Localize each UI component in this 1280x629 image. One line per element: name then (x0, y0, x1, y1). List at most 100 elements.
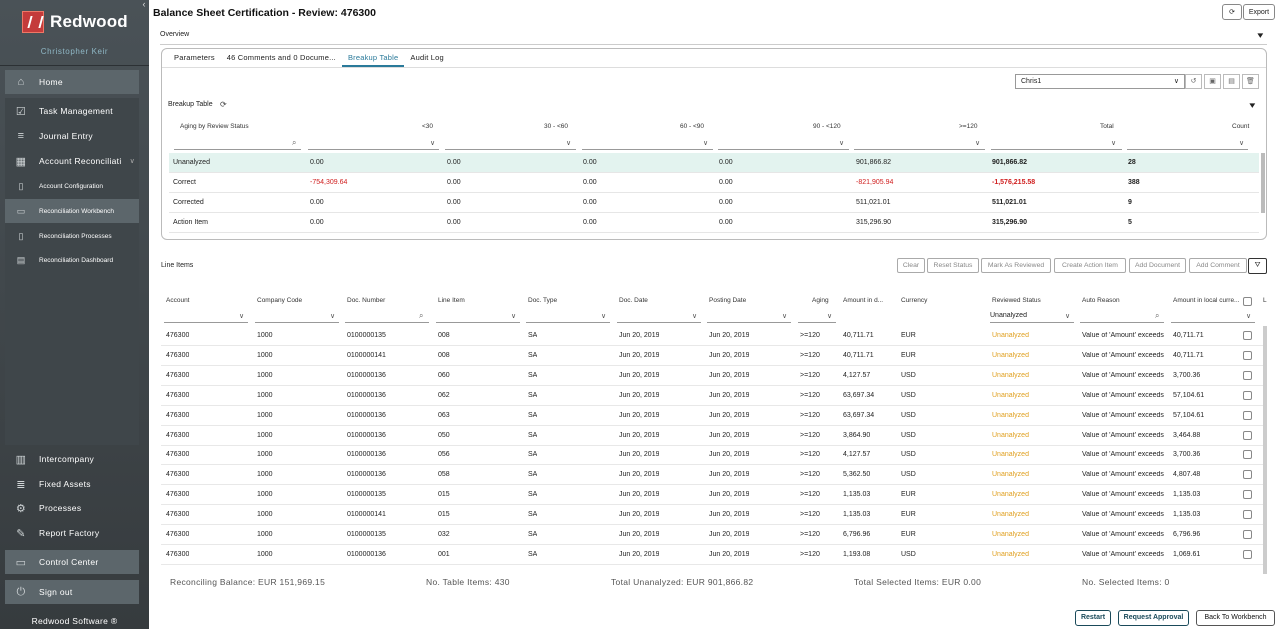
search-icon[interactable]: ⌕ (1155, 311, 1160, 320)
header-amount-local: Amount in local curre... (1173, 297, 1240, 304)
table-row[interactable]: 476300 1000 0100000136 058 SA Jun 20, 2019 Jun… (161, 465, 1267, 486)
row-checkbox[interactable] (1243, 390, 1252, 400)
select-all-checkbox[interactable] (1243, 297, 1252, 306)
chevron-down-icon[interactable]: ∨ (827, 313, 833, 320)
save-view-button[interactable]: ▣ (1204, 74, 1221, 89)
nav-reconciliation-dashboard[interactable]: ▤ Reconciliation Dashboard (5, 248, 139, 272)
chevron-down-icon[interactable]: ∨ (601, 313, 607, 320)
request-approval-button[interactable]: Request Approval (1118, 610, 1189, 626)
nav-report-factory[interactable]: ✎ Report Factory (5, 521, 139, 545)
tab-breakup-table[interactable]: Breakup Table (341, 53, 405, 67)
overview-label[interactable]: Overview (160, 31, 190, 38)
refresh-icon[interactable]: ⟳ (220, 100, 227, 109)
nav-task-management[interactable]: ☑ Task Management (5, 99, 139, 123)
row-checkbox[interactable] (1243, 470, 1252, 480)
table-row[interactable]: 476300 1000 0100000135 015 SA Jun 20, 2019 Jun… (161, 485, 1267, 506)
tab-comments[interactable]: 46 Comments and 0 Docume... (226, 53, 336, 62)
breakup-collapse-icon[interactable]: ▾ (1249, 100, 1256, 110)
user-name[interactable]: Christopher Keir (0, 38, 149, 66)
chevron-down-icon[interactable]: ∨ (566, 140, 572, 147)
row-checkbox[interactable] (1243, 370, 1252, 380)
tab-audit-log[interactable]: Audit Log (410, 53, 444, 62)
delete-view-button[interactable]: 🗑 (1242, 74, 1259, 89)
table-row[interactable]: 476300 1000 0100000141 015 SA Jun 20, 2019 Jun… (161, 505, 1267, 526)
nav-account-configuration[interactable]: ▯ Account Configuration (5, 174, 139, 198)
chevron-down-icon[interactable]: ∨ (330, 313, 336, 320)
table-row[interactable]: Unanalyzed 0.00 0.00 0.00 0.00 901,866.8… (169, 153, 1259, 173)
table-row[interactable]: 476300 1000 0100000136 050 SA Jun 20, 2019 Jun… (161, 426, 1267, 446)
chevron-down-icon[interactable]: ∨ (511, 313, 517, 320)
row-checkbox[interactable] (1243, 410, 1252, 420)
nav-processes[interactable]: ⚙ Processes (5, 496, 139, 520)
add-document-button[interactable]: Add Document (1129, 258, 1186, 273)
reset-status-button[interactable]: Reset Status (927, 258, 979, 273)
table-row[interactable]: Action Item 0.00 0.00 0.00 0.00 315,296.… (169, 213, 1259, 233)
nav-reconciliation-workbench[interactable]: ▭ Reconciliation Workbench (5, 199, 139, 223)
restart-button[interactable]: Restart (1075, 610, 1111, 626)
header-company-code: Company Code (257, 297, 303, 304)
filter-clear-button[interactable]: ⛛ (1248, 258, 1267, 274)
chevron-down-icon[interactable]: ∨ (782, 313, 788, 320)
table-row[interactable]: 476300 1000 0100000136 063 SA Jun 20, 2019 Jun… (161, 406, 1267, 426)
nav-sign-out[interactable]: ⏻ Sign out (5, 580, 139, 604)
chevron-down-icon[interactable]: ∨ (1239, 140, 1245, 147)
table-cell: 57,104.61 (1173, 391, 1205, 399)
table-row[interactable]: 476300 1000 0100000136 060 SA Jun 20, 2019 Jun… (161, 366, 1267, 386)
nav-reconciliation-processes[interactable]: ▯ Reconciliation Processes (5, 224, 139, 248)
nav-control-center[interactable]: ▭ Control Center (5, 550, 139, 574)
refresh-button[interactable]: ⟳ (1222, 4, 1242, 20)
chevron-down-icon[interactable]: ∨ (692, 313, 698, 320)
row-checkbox[interactable] (1243, 430, 1252, 440)
tab-parameters[interactable]: Parameters (174, 53, 215, 62)
chevron-down-icon[interactable]: ∨ (239, 313, 245, 320)
chevron-down-icon[interactable]: ∨ (1065, 313, 1071, 320)
chevron-down-icon[interactable]: ∨ (430, 140, 436, 147)
table-row[interactable]: Correct -754,309.64 0.00 0.00 0.00 -821,… (169, 173, 1259, 193)
overview-collapse-icon[interactable]: ▾ (1257, 30, 1264, 40)
nav-intercompany[interactable]: ▥ Intercompany (5, 447, 139, 471)
row-checkbox[interactable] (1243, 510, 1252, 520)
table-row[interactable]: Corrected 0.00 0.00 0.00 0.00 511,021.01… (169, 193, 1259, 213)
export-button[interactable]: Export (1243, 4, 1275, 20)
reconciling-balance: Reconciling Balance: EUR 151,969.15 (170, 577, 326, 587)
add-comment-button[interactable]: Add Comment (1189, 258, 1247, 273)
view-select[interactable]: Chris1 ∨ (1015, 74, 1185, 89)
table-row[interactable]: 476300 1000 0100000136 062 SA Jun 20, 2019 Jun… (161, 386, 1267, 406)
reset-view-button[interactable]: ↺ (1185, 74, 1202, 89)
nav-fixed-assets[interactable]: ≣ Fixed Assets (5, 472, 139, 496)
control-center-icon: ▭ (15, 556, 27, 569)
mark-as-reviewed-button[interactable]: Mark As Reviewed (981, 258, 1051, 273)
table-row[interactable]: 476300 1000 0100000135 032 SA Jun 20, 2019 Jun… (161, 525, 1267, 545)
chevron-down-icon[interactable]: ∨ (1111, 140, 1117, 147)
chevron-down-icon[interactable]: ∨ (703, 140, 709, 147)
vertical-scrollbar[interactable] (1261, 153, 1265, 213)
row-checkbox[interactable] (1243, 450, 1252, 460)
row-checkbox[interactable] (1243, 549, 1252, 559)
table-cell: 0100000136 (347, 431, 386, 439)
table-row[interactable]: 476300 1000 0100000141 008 SA Jun 20, 2019 Jun… (161, 346, 1267, 366)
row-checkbox[interactable] (1243, 530, 1252, 539)
back-to-workbench-button[interactable]: Back To Workbench (1196, 610, 1275, 626)
table-row[interactable]: 476300 1000 0100000135 008 SA Jun 20, 2019 Jun… (161, 326, 1267, 346)
nav-journal-entry[interactable]: ≡ Journal Entry (5, 124, 139, 148)
chevron-down-icon[interactable]: ∨ (975, 140, 981, 147)
nav-account-reconciliation[interactable]: ▦ Account Reconciliati ∨ (5, 149, 139, 173)
table-row[interactable]: 476300 1000 0100000136 001 SA Jun 20, 2019 Jun… (161, 545, 1267, 565)
search-icon[interactable]: ⌕ (419, 311, 424, 320)
row-checkbox[interactable] (1243, 490, 1252, 500)
clear-button[interactable]: Clear (897, 258, 925, 273)
collapse-sidebar-icon[interactable]: ‹ (142, 0, 146, 9)
row-checkbox[interactable] (1243, 350, 1252, 360)
status-filter-value[interactable]: Unanalyzed (990, 312, 1027, 319)
vertical-scrollbar[interactable] (1263, 326, 1267, 574)
save-as-view-button[interactable]: ▤ (1223, 74, 1240, 89)
row-checkbox[interactable] (1243, 331, 1252, 340)
search-icon[interactable]: ⌕ (292, 138, 297, 147)
chevron-down-icon[interactable]: ∨ (1246, 313, 1252, 320)
create-action-item-button[interactable]: Create Action Item (1054, 258, 1126, 273)
chevron-down-icon[interactable]: ∨ (839, 140, 845, 147)
table-row[interactable]: 476300 1000 0100000136 056 SA Jun 20, 2019 Jun… (161, 445, 1267, 466)
nav-home[interactable]: ⌂ Home (5, 70, 139, 94)
table-cell: 476300 (166, 391, 190, 399)
nav-group (5, 98, 139, 445)
